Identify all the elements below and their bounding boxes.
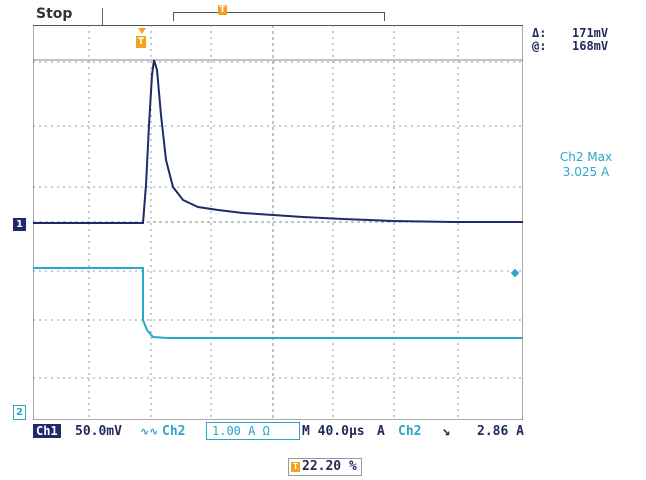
trigger-level: 2.86 A (477, 424, 524, 439)
waveform-graticule (33, 25, 523, 420)
cursor-at-label: @: (532, 39, 546, 53)
cursor-delta-label: Δ: (532, 26, 546, 40)
measurement-value: 3.025 A (546, 165, 626, 179)
trigger-position-icon: T (218, 5, 227, 15)
trigger-position-readout: T 22.20 % (288, 458, 362, 476)
timebase[interactable]: M 40.0µs (302, 424, 365, 439)
ch1-badge[interactable]: Ch1 (33, 424, 61, 438)
trigger-source[interactable]: Ch2 (398, 424, 421, 439)
ch1-scale: 50.0mV (75, 424, 122, 439)
ch1-ground-marker[interactable]: 1 (13, 218, 26, 231)
ch2-scale: 1.00 A Ω (212, 424, 270, 438)
trigger-arrow-icon (138, 28, 146, 34)
ch2-waveform (33, 268, 523, 338)
ch1-waveform (33, 60, 523, 223)
trigger-marker-icon: T (136, 36, 146, 48)
trigger-position-icon: T (291, 462, 300, 472)
cursor-at-value: 168mV (572, 39, 608, 53)
trigger-position-value: 22.20 % (302, 459, 357, 474)
bandwidth-limit-icon: ∿∿ (140, 425, 158, 438)
record-position-bar (173, 12, 385, 21)
trigger-label: A (377, 424, 385, 439)
ch2-ground-marker[interactable]: 2 (13, 405, 26, 420)
ch2-label[interactable]: Ch2 (162, 424, 185, 439)
cursor-delta-value: 171mV (572, 26, 608, 40)
measurement-label: Ch2 Max (546, 150, 626, 164)
acquisition-status: Stop (36, 6, 72, 22)
falling-edge-icon: ↘ (442, 423, 450, 439)
status-divider (102, 8, 103, 26)
